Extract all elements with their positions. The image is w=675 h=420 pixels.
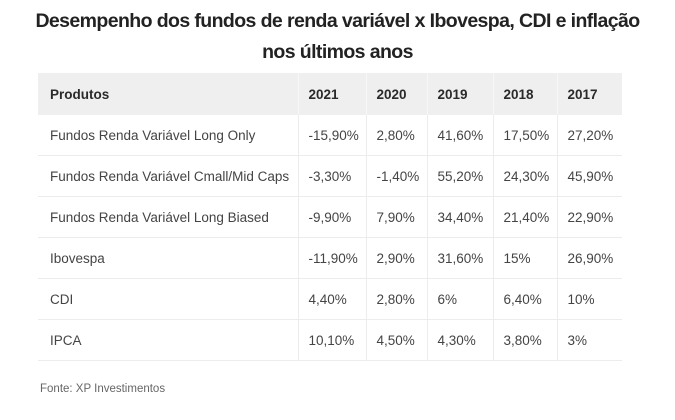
product-name: Ibovespa — [38, 237, 299, 279]
header-2021: 2021 — [298, 73, 367, 115]
value-2021: -15,90% — [298, 115, 367, 156]
header-2020: 2020 — [366, 73, 428, 115]
table-row: Fundos Renda Variável Long Biased -9,90%… — [38, 196, 622, 238]
product-name: IPCA — [38, 319, 299, 361]
header-2019: 2019 — [427, 73, 494, 115]
value-2018: 24,30% — [493, 155, 558, 197]
value-2019: 34,40% — [427, 196, 494, 238]
table-row: IPCA 10,10% 4,50% 4,30% 3,80% 3% — [38, 319, 622, 361]
source-note: Fonte: XP Investimentos — [40, 383, 166, 395]
value-2018: 6,40% — [493, 278, 558, 320]
value-2020: 7,90% — [366, 196, 428, 238]
header-produtos: Produtos — [38, 73, 299, 115]
value-2020: -1,40% — [366, 155, 428, 197]
value-2018: 3,80% — [493, 319, 558, 361]
value-2017: 45,90% — [557, 155, 622, 197]
table-row: Fundos Renda Variável Long Only -15,90% … — [38, 115, 622, 156]
value-2017: 3% — [557, 319, 622, 361]
performance-table: Produtos 2021 2020 2019 2018 2017 Fundos… — [38, 73, 622, 361]
value-2021: -9,90% — [298, 196, 367, 238]
value-2019: 4,30% — [427, 319, 494, 361]
title-line-1: Desempenho dos fundos de renda variável … — [35, 10, 640, 32]
table-row: Fundos Renda Variável Cmall/Mid Caps -3,… — [38, 155, 622, 197]
value-2018: 21,40% — [493, 196, 558, 238]
value-2018: 15% — [493, 237, 558, 279]
header-2017: 2017 — [557, 73, 622, 115]
value-2021: -3,30% — [298, 155, 367, 197]
value-2019: 55,20% — [427, 155, 494, 197]
table-row: Ibovespa -11,90% 2,90% 31,60% 15% 26,90% — [38, 237, 622, 279]
value-2017: 26,90% — [557, 237, 622, 279]
product-name: Fundos Renda Variável Long Only — [38, 115, 299, 156]
page-title: Desempenho dos fundos de renda variável … — [0, 6, 675, 68]
value-2019: 6% — [427, 278, 494, 320]
value-2021: 4,40% — [298, 278, 367, 320]
value-2020: 2,90% — [366, 237, 428, 279]
value-2021: -11,90% — [298, 237, 367, 279]
header-2018: 2018 — [493, 73, 558, 115]
product-name: CDI — [38, 278, 299, 320]
value-2020: 2,80% — [366, 278, 428, 320]
value-2017: 10% — [557, 278, 622, 320]
table-row: CDI 4,40% 2,80% 6% 6,40% 10% — [38, 278, 622, 320]
value-2017: 27,20% — [557, 115, 622, 156]
value-2020: 2,80% — [366, 115, 428, 156]
value-2021: 10,10% — [298, 319, 367, 361]
value-2019: 31,60% — [427, 237, 494, 279]
title-line-2: nos últimos anos — [262, 41, 413, 63]
value-2019: 41,60% — [427, 115, 494, 156]
product-name: Fundos Renda Variável Long Biased — [38, 196, 299, 238]
value-2017: 22,90% — [557, 196, 622, 238]
value-2020: 4,50% — [366, 319, 428, 361]
table-header-row: Produtos 2021 2020 2019 2018 2017 — [38, 73, 622, 115]
value-2018: 17,50% — [493, 115, 558, 156]
product-name: Fundos Renda Variável Cmall/Mid Caps — [38, 155, 299, 197]
